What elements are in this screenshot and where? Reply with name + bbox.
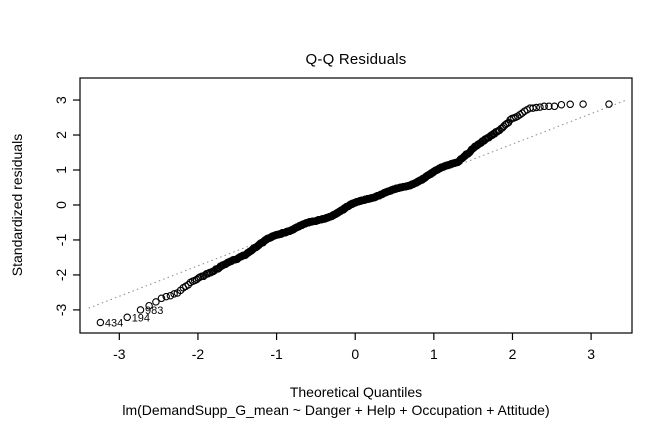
data-point (157, 294, 166, 303)
data-point (136, 306, 145, 314)
data-point (605, 100, 613, 108)
data-point (145, 301, 153, 310)
data-point (166, 291, 175, 300)
y-tick-label: 2 (53, 131, 69, 139)
data-point (545, 102, 553, 111)
data-point (518, 109, 526, 117)
data-point (123, 313, 131, 322)
x-axis-label: Theoretical Quantiles (289, 384, 423, 400)
outlier-label: 434 (105, 318, 123, 330)
data-point (557, 100, 566, 109)
data-point (550, 102, 559, 111)
y-tick-label: 0 (53, 201, 69, 209)
x-tick-label: -1 (270, 346, 283, 362)
x-tick-label: -3 (113, 346, 126, 362)
y-tick-label: -1 (53, 234, 69, 247)
data-point (152, 298, 160, 306)
model-formula-subtitle: lm(DemandSupp_G_mean ~ Danger + Help + O… (122, 402, 550, 418)
data-point (170, 290, 178, 298)
data-point (566, 100, 574, 109)
x-tick-label: 1 (430, 346, 438, 362)
data-point (184, 281, 193, 289)
outlier-label: 983 (145, 305, 163, 317)
data-point (96, 318, 105, 327)
x-tick-label: 2 (509, 346, 517, 362)
x-tick-label: 3 (587, 346, 595, 362)
x-tick-label: 0 (351, 346, 359, 362)
y-tick-label: -3 (53, 303, 69, 316)
data-point (532, 103, 541, 112)
data-point (540, 102, 548, 111)
y-tick-label: -2 (53, 268, 69, 281)
chart-title: Q-Q Residuals (305, 51, 407, 68)
data-point (579, 100, 587, 108)
data-point (536, 103, 544, 111)
data-point (162, 292, 170, 301)
y-axis-label: Standardized residuals (9, 133, 25, 277)
y-tick-label: 3 (53, 96, 69, 104)
x-tick-label: -2 (192, 346, 205, 362)
y-tick-label: 1 (53, 166, 69, 174)
data-point (529, 104, 537, 112)
outlier-label: 194 (132, 312, 150, 324)
